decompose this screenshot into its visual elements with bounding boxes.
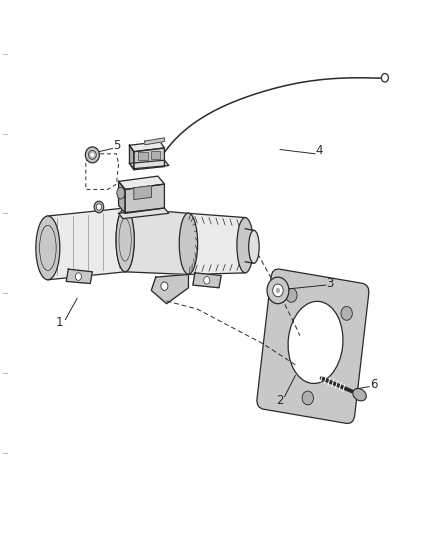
Ellipse shape [90, 153, 94, 157]
Polygon shape [130, 160, 169, 168]
Text: 2: 2 [276, 394, 284, 407]
Text: 4: 4 [316, 144, 323, 157]
Polygon shape [188, 213, 245, 274]
Ellipse shape [116, 208, 134, 272]
Circle shape [161, 282, 168, 290]
Circle shape [302, 391, 314, 405]
Bar [138, 152, 148, 160]
Polygon shape [125, 184, 164, 213]
Text: 6: 6 [370, 378, 378, 391]
Ellipse shape [96, 204, 102, 210]
Polygon shape [119, 208, 169, 219]
Ellipse shape [288, 301, 343, 383]
Ellipse shape [94, 201, 104, 213]
Circle shape [381, 74, 389, 82]
Circle shape [276, 288, 280, 293]
Ellipse shape [36, 216, 60, 280]
Ellipse shape [117, 187, 125, 199]
Polygon shape [48, 208, 125, 280]
Polygon shape [66, 269, 92, 284]
Circle shape [204, 277, 210, 284]
Polygon shape [130, 146, 134, 169]
Bar [151, 151, 160, 159]
Polygon shape [193, 273, 221, 288]
Polygon shape [145, 138, 164, 145]
Ellipse shape [85, 147, 99, 163]
Circle shape [273, 284, 283, 297]
FancyBboxPatch shape [257, 269, 369, 423]
Text: 1: 1 [56, 316, 64, 329]
Ellipse shape [179, 213, 198, 274]
Ellipse shape [353, 389, 366, 401]
Polygon shape [151, 274, 188, 304]
Polygon shape [130, 142, 164, 152]
Polygon shape [125, 208, 188, 274]
Circle shape [341, 306, 352, 320]
Polygon shape [119, 176, 164, 189]
Polygon shape [134, 148, 164, 169]
Ellipse shape [249, 230, 259, 263]
Ellipse shape [88, 150, 96, 159]
Circle shape [267, 277, 289, 304]
Text: 5: 5 [113, 139, 120, 152]
Ellipse shape [237, 217, 254, 273]
Circle shape [75, 273, 81, 280]
Circle shape [286, 288, 297, 302]
Polygon shape [134, 185, 151, 199]
Polygon shape [119, 181, 125, 213]
Text: 3: 3 [327, 277, 334, 290]
